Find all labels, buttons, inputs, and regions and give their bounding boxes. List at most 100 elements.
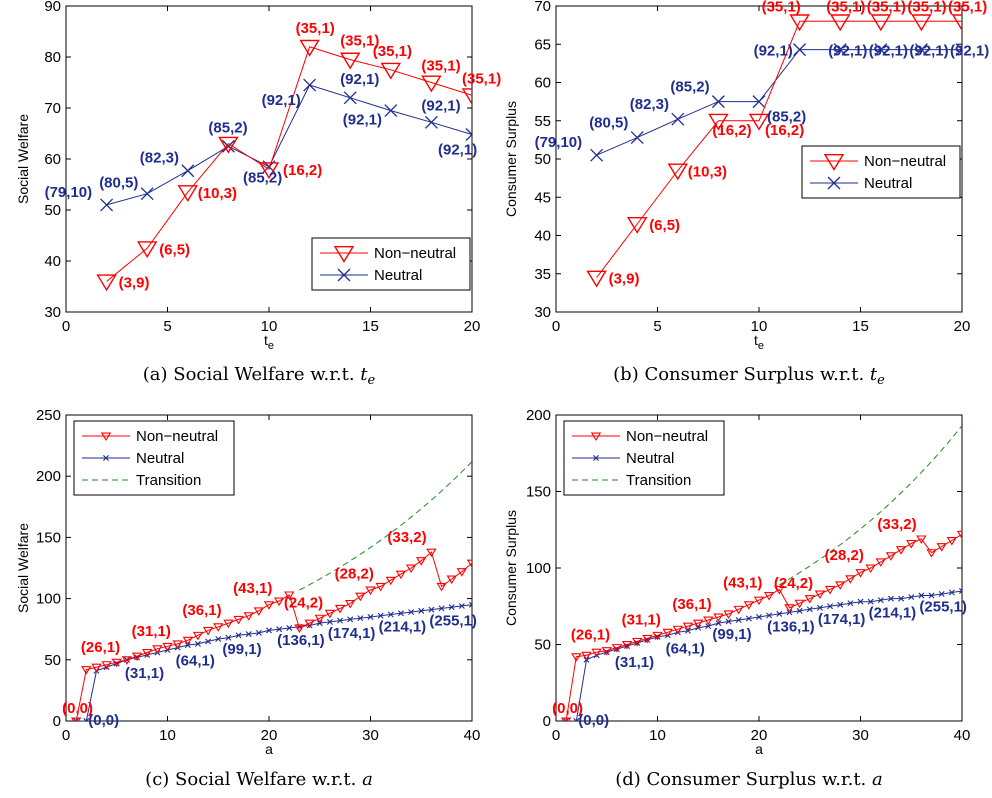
triangle-marker: [692, 619, 704, 629]
triangle-marker: [91, 663, 102, 673]
triangle-marker: [682, 622, 694, 632]
triangle-marker: [258, 162, 280, 180]
y-tick-label: 50: [44, 202, 61, 219]
legend-item: Non−neutral: [810, 153, 946, 171]
triangle-marker: [586, 270, 607, 288]
triangle-marker: [733, 605, 744, 615]
y-tick-label: 150: [526, 484, 551, 501]
x-marker: [914, 43, 928, 57]
triangle-marker: [571, 653, 582, 662]
data-label: (92,1): [438, 142, 477, 159]
legend-item: Non−neutral: [320, 245, 456, 263]
data-label: (35,1): [826, 0, 865, 15]
x-marker: [221, 139, 235, 153]
triangle-marker: [355, 592, 366, 602]
triangle-marker: [774, 585, 785, 595]
data-label: (136,1): [277, 632, 325, 649]
triangle-marker: [263, 601, 275, 610]
triangle-marker: [626, 217, 648, 234]
triangle-marker: [365, 586, 376, 596]
x-marker: [303, 78, 317, 92]
triangle-marker: [708, 113, 729, 131]
x-marker: [205, 638, 212, 645]
triangle-marker: [667, 163, 689, 181]
legend: Non−neutral Neutral: [801, 145, 961, 199]
triangle-marker: [672, 625, 683, 635]
data-label: (99,1): [222, 641, 261, 658]
x-marker: [877, 597, 884, 604]
x-marker: [140, 187, 154, 201]
x-marker: [347, 616, 354, 623]
x-marker: [100, 198, 114, 212]
data-label: (28,2): [335, 565, 374, 582]
x-marker: [898, 595, 905, 602]
x-marker: [103, 455, 109, 461]
chart-consumer-surplus-vs-te: 0 5 10 15 20 30 35 40 45 50 55 60 65 70 te Consumer Sur…: [503, 0, 989, 388]
x-marker: [806, 606, 813, 613]
transition-curve: [779, 425, 962, 586]
triangle-marker: [642, 634, 653, 644]
x-tick-label: 20: [751, 727, 768, 744]
x-marker: [908, 594, 915, 601]
x-marker: [725, 618, 732, 625]
x-marker: [959, 587, 962, 594]
triangle-marker: [662, 628, 673, 638]
triangle-marker: [456, 568, 468, 577]
triangle-marker: [304, 619, 315, 629]
legend-item: Neutral: [572, 450, 674, 467]
legend-label: Neutral: [374, 267, 422, 284]
data-label: (36,1): [672, 596, 711, 613]
x-tick-label: 20: [954, 318, 971, 335]
x-marker: [343, 91, 357, 105]
triangle-marker: [100, 432, 112, 442]
triangle-marker: [789, 14, 810, 32]
data-label: (82,3): [140, 150, 179, 167]
data-label: (174,1): [328, 625, 376, 642]
x-marker: [377, 612, 384, 619]
x-marker: [573, 718, 580, 721]
x-marker: [938, 591, 945, 597]
triangle-marker: [416, 557, 427, 566]
x-marker: [745, 615, 752, 622]
x-marker: [837, 601, 844, 608]
triangle-marker: [591, 648, 602, 658]
triangle-marker: [101, 661, 112, 670]
x-tick-label: 5: [163, 318, 171, 335]
data-label: (136,1): [767, 618, 815, 635]
chart-caption: (b) Consumer Surplus w.r.t. te: [613, 364, 885, 388]
x-marker: [796, 607, 803, 614]
y-axis-label: Consumer Surplus: [503, 510, 519, 626]
triangle-marker: [611, 644, 623, 653]
data-label: (10,3): [198, 185, 237, 202]
x-tick-label: 10: [159, 727, 176, 744]
triangle-marker: [421, 75, 442, 93]
x-tick-label: 40: [954, 727, 971, 744]
data-label: (0,0): [552, 700, 583, 717]
y-tick-label: 55: [534, 113, 551, 130]
triangle-marker: [956, 530, 962, 540]
x-marker: [827, 603, 834, 610]
data-label: (0,0): [62, 700, 93, 717]
triangle-marker: [870, 14, 892, 32]
chart-social-welfare-vs-te: 0 5 10 15 20 30 40 50 60 70 80 90 te Social Welfare (a…: [15, 0, 501, 388]
x-marker: [397, 610, 404, 617]
triangle-marker: [436, 582, 447, 592]
y-tick-label: 50: [534, 637, 551, 654]
x-marker: [387, 611, 394, 618]
data-label: (80,5): [589, 115, 628, 132]
data-label: (85,2): [208, 119, 247, 136]
legend-label: Neutral: [864, 175, 912, 192]
triangle-marker: [223, 619, 234, 629]
data-label: (35,1): [373, 43, 412, 60]
x-marker: [766, 612, 773, 619]
x-tick-label: 40: [464, 727, 481, 744]
series-line-nonneutral: [106, 46, 472, 282]
y-axis-label: Social Welfare: [15, 114, 31, 204]
x-marker: [235, 632, 242, 639]
data-label: (92,1): [909, 43, 948, 60]
y-tick-label: 70: [534, 0, 551, 15]
x-marker: [465, 128, 472, 141]
x-marker: [424, 115, 438, 129]
data-label: (36,1): [182, 602, 221, 619]
x-marker: [225, 634, 232, 641]
